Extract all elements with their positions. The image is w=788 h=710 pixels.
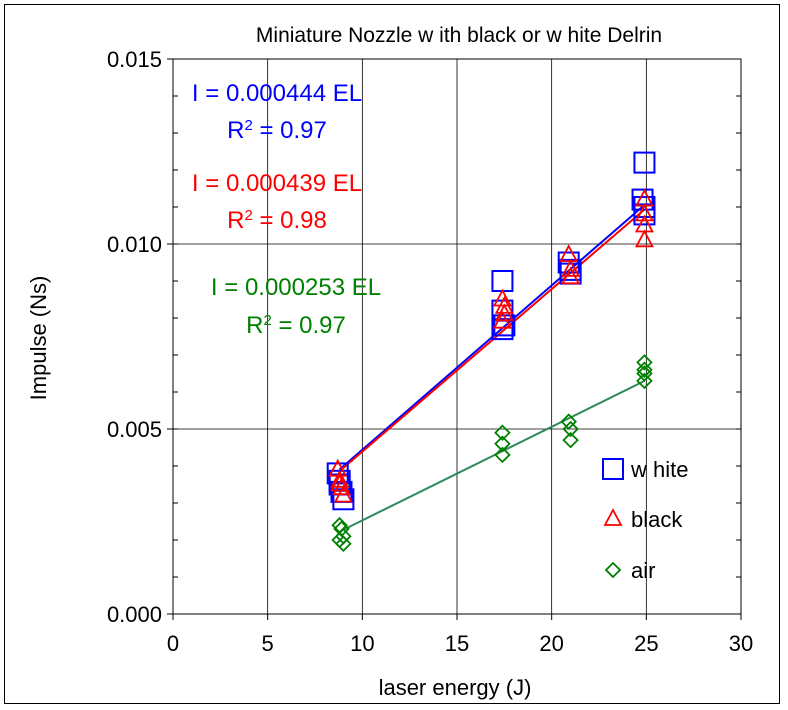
legend-label: w hite [630,457,688,482]
fit-equation: I = 0.000253 EL [211,274,381,301]
y-axis-label: Impulse (Ns) [26,276,51,401]
triangle-marker [330,473,350,492]
triangle-marker [494,295,514,314]
diamond-marker [560,413,577,430]
x-tick-label: 0 [167,631,179,656]
y-tick-label: 0.010 [107,232,162,257]
y-tick-label: 0.015 [107,47,162,72]
diamond-marker [636,365,653,382]
x-tick-label: 10 [350,631,374,656]
legend-triangle-marker [603,508,623,526]
y-tick-label: 0.000 [107,602,162,627]
x-tick-label: 15 [445,631,469,656]
fit-r-squared: R2 = 0.97 [227,117,327,145]
x-axis-label: laser energy (J) [379,675,532,700]
y-tick-label: 0.005 [107,417,162,442]
chart-frame [4,4,780,704]
ticks: 0 5 10 15 20 25 30 0.000 0.005 0.010 0.015 [107,47,753,656]
triangle-marker [634,188,654,207]
diamond-marker [331,531,348,549]
fit-lines [338,204,646,531]
diamond-marker [494,424,511,441]
triangle-marker [330,469,350,488]
fit-line-black [338,208,646,472]
fit-line-air [342,380,645,531]
square-marker [633,151,656,174]
diamond-marker [494,435,511,453]
x-tick-label: 25 [634,631,658,656]
fit-r-squared: R2 = 0.98 [227,207,327,235]
x-tick-label: 30 [729,631,753,656]
legend-diamond-marker [604,561,622,579]
square-marker [491,318,514,341]
legend: w hite black air [602,457,688,583]
square-marker [332,488,355,511]
x-tick-label: 5 [262,631,274,656]
diamond-marker [562,420,579,438]
diamond-marker [636,361,653,379]
triangle-marker [561,266,581,285]
x-tick-label: 20 [539,631,563,656]
triangle-marker [634,203,654,222]
triangle-marker [492,310,512,329]
chart-title: Miniature Nozzle w ith black or w hite D… [256,24,662,47]
diamond-marker [636,354,653,371]
diamond-marker [636,372,653,390]
diamond-marker [335,535,352,552]
square-marker [326,462,349,485]
legend-label: black [631,507,683,532]
legend-label: air [631,558,655,583]
fit-equation: I = 0.000444 EL [192,80,362,107]
triangle-marker [561,258,581,277]
fit-equations: I = 0.000444 EL R2 = 0.97 I = 0.000439 EL R… [192,80,381,339]
triangle-marker [492,288,512,307]
fit-r-squared: R2 = 0.97 [246,312,346,340]
diamond-marker [494,446,511,464]
markers [326,151,656,552]
fit-equation: I = 0.000439 EL [192,170,362,197]
triangle-marker [333,484,353,503]
triangle-marker [634,229,654,248]
square-marker [491,270,514,292]
legend-square-marker [602,458,624,480]
triangle-marker [559,244,579,263]
diamond-marker [562,431,579,449]
